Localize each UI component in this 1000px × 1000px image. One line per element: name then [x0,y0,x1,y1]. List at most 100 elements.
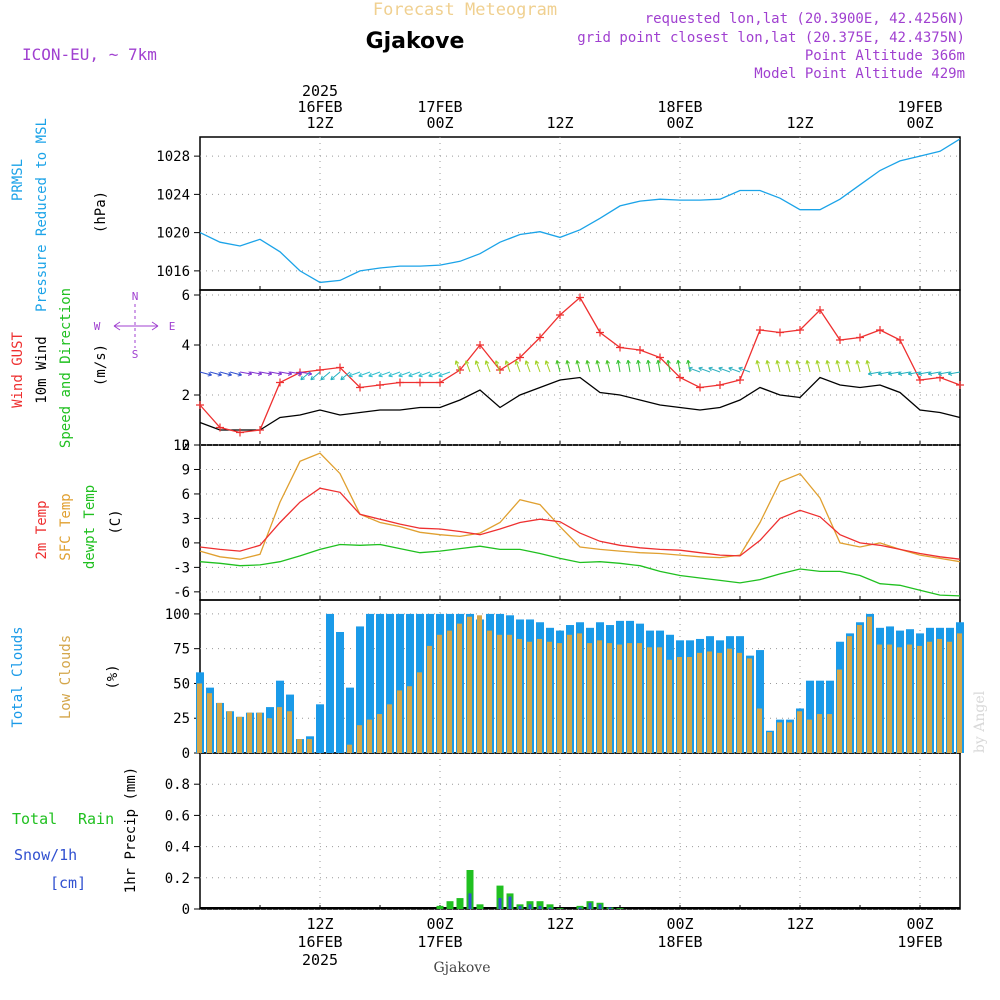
total-cloud-bar [316,704,324,753]
wind-arrow-head [464,360,470,365]
wind-arrow [897,371,911,376]
wind-arrow [259,371,273,376]
model-altitude: Model Point Altitude 429m [754,66,965,82]
wind-arrow [388,371,401,378]
wind-arrow [595,360,601,373]
rain-bar [436,905,444,909]
gust-marker [516,353,524,362]
total-cloud-bar [366,613,374,753]
wind-arrow-head [835,360,841,365]
low-cloud-bar [787,722,792,753]
wind-arrow [877,371,891,376]
precip-series [200,870,960,909]
wind-arrow [575,360,581,373]
wind-arrow-head [686,359,691,365]
wind-arrow-head [484,360,490,365]
wind-arrow-head [877,371,883,376]
wind-arrow-head [616,359,621,365]
snow-bar [518,905,522,909]
low-cloud-bar [637,643,642,753]
wind-arrow-head [815,360,821,365]
low-cloud-bar [247,712,252,753]
top-time-label: 19FEB [897,98,942,116]
gust-marker [536,333,544,342]
bottom-time-label: 00Z [426,915,453,933]
wind-arrow-shaft [368,371,381,377]
wind-arrow [688,366,701,373]
pressure-series [199,138,961,284]
low-cloud-bar [477,615,482,753]
temp-unit: (C) [108,509,124,534]
wind-arrow [738,366,751,373]
low-cloud-bar [687,657,692,753]
gust-marker [616,343,624,352]
gust-marker [476,341,484,349]
grid-point-coords: grid point closest lon,lat (20.375E, 42.… [577,30,965,46]
wind-arrow [299,371,313,376]
wind-arrow-shaft [908,371,921,375]
wind-arrow [484,360,491,373]
total-cloud-bar [336,631,344,753]
low-cloud-bar [277,707,282,753]
wind-arrow-shaft [928,371,941,375]
gust-line [199,296,961,434]
wind-arrow [209,371,222,377]
wind-arrow [504,360,511,373]
wind-arrow-head [927,371,933,376]
wind-arrow-shaft [340,371,351,381]
low-cloud-bar [487,630,492,753]
wind-arrow-head [595,360,601,365]
dewpt-label: dewpt Temp [82,485,98,569]
gust-marker [756,326,764,334]
pressure-unit: (hPa) [93,191,109,233]
snow-bar [538,905,542,909]
wind-arrow-head [636,359,641,365]
low-cloud-bar [197,683,202,753]
wind-arrow [605,360,611,373]
total-cloud-bar [346,687,354,753]
low-cloud-bar [357,725,362,753]
low-cloud-bar [767,732,772,753]
wind-arrow-head [408,372,413,378]
wind-arrow [765,360,771,373]
t2m-label: 2m Temp [34,500,50,559]
app-title: Forecast Meteogram [373,0,557,20]
rain-bar [446,901,454,909]
wind-arrow-shaft [718,367,731,373]
gust-marker [316,366,324,374]
wind-arrow-head [666,359,671,365]
low-cloud-bar [417,672,422,753]
wind-tick-label: 6 [182,288,190,304]
wind-arrow-shaft [219,371,232,376]
wind-arrow [815,360,821,373]
wind-arrow [805,360,811,373]
wind-arrow-head [277,371,283,376]
snow-bar [598,904,602,909]
wind-arrow-shaft [475,360,481,373]
y-tick-labels: 10161020102410280246-6-30369120255075100… [156,149,190,918]
wind-arrow-head [310,375,315,381]
pressure-line [199,138,961,284]
wind-arrow-shaft [525,360,531,373]
wind-arrow-head [575,360,581,365]
bottom-time-label: 16FEB [297,933,342,951]
low-cloud-bar [217,702,222,753]
low-cloud-bar [537,638,542,753]
wind-arrow-head [867,371,873,376]
low-cloud-bar [777,722,782,753]
wind-series [196,293,964,437]
wind-arrow-head [855,360,861,365]
low-cloud-bar [897,647,902,753]
wind-arrow-shaft [398,371,411,377]
low-cloud-bar [947,641,952,753]
wind-arrow-shaft [627,360,631,373]
low-cloud-bar [937,638,942,753]
wind-speed-line [199,376,961,431]
wind-arrow-shaft [776,360,781,373]
wind-arrow-head [897,371,903,376]
wind-arrow [368,371,381,378]
low-cloud-bar [827,714,832,753]
wind-arrow-head [320,375,325,381]
wind-arrow [698,366,711,373]
